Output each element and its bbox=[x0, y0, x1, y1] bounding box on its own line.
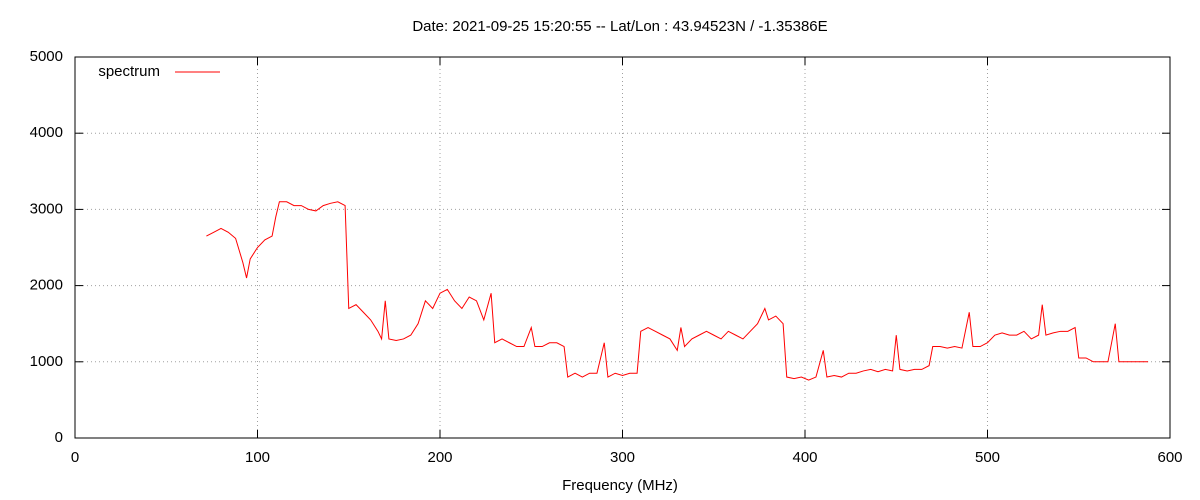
chart-title: Date: 2021-09-25 15:20:55 -- Lat/Lon : 4… bbox=[412, 18, 827, 35]
y-tick-label: 1000 bbox=[30, 353, 63, 370]
x-tick-label: 200 bbox=[427, 449, 452, 466]
x-axis-label: Frequency (MHz) bbox=[562, 477, 678, 494]
x-tick-label: 0 bbox=[71, 449, 79, 466]
x-tick-label: 500 bbox=[975, 449, 1000, 466]
y-tick-label: 4000 bbox=[30, 124, 63, 141]
legend-label: spectrum bbox=[98, 63, 160, 80]
plot-frame bbox=[74, 56, 1171, 439]
x-tick-label: 600 bbox=[1157, 449, 1182, 466]
y-tick-label: 3000 bbox=[30, 200, 63, 217]
x-tick-label: 300 bbox=[610, 449, 635, 466]
y-tick-label: 5000 bbox=[30, 48, 63, 65]
series-line bbox=[206, 201, 1149, 381]
y-tick-label: 2000 bbox=[30, 277, 63, 294]
y-tick-label: 0 bbox=[55, 429, 63, 446]
x-tick-label: 400 bbox=[792, 449, 817, 466]
x-tick-label: 100 bbox=[245, 449, 270, 466]
